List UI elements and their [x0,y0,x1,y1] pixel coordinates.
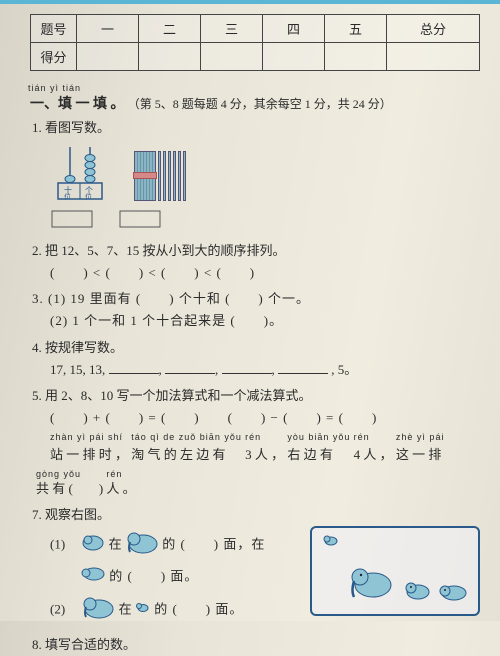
q6-t3: 3 人 ， [245,447,284,462]
q7-l3a: (2) [50,601,78,616]
box-large-elephant-icon [347,559,395,608]
sticks-icon [134,151,186,201]
section1-pinyin: tián yì tián [28,83,480,93]
q4-line[interactable]: 17, 15, 13, , , , , 5。 [50,359,480,381]
q7-picture-box [310,526,480,616]
q7-l1c[interactable]: 的 ( ) 面，在 [162,536,265,551]
q8: 8. 填写合适的数。 [32,634,480,656]
score-h2: 二 [139,15,201,43]
svg-text:位: 位 [64,192,71,201]
q4-a: 17, 15, 13, [50,362,105,377]
large-elephant-icon [125,528,159,563]
q3-b[interactable]: (2) 1 个一和 1 个十合起来是 ( )。 [50,310,480,332]
q8-label: 8. 填写合适的数。 [32,637,136,652]
stick-bundle [134,151,156,201]
q4-blank3[interactable] [222,360,272,374]
q6-p3: rén [245,433,284,442]
score-h0: 题号 [31,15,77,43]
q1-label: 1. 看图写数。 [32,120,110,135]
svg-text:位: 位 [85,192,92,201]
q2: 2. 把 12、5、7、15 按从小到大的顺序排列。 ( ) < ( ) < (… [32,240,480,284]
box-pig-icon [438,581,468,608]
q2-line[interactable]: ( ) < ( ) < ( ) < ( ) [50,262,480,284]
q6-p8: rén [106,470,135,479]
q7-label: 7. 观察右图。 [32,504,480,526]
section1-title: 一、填 一 填 。 [30,97,125,112]
q4-blank4[interactable] [278,360,328,374]
score-v2[interactable] [139,43,201,71]
q5-line[interactable]: ( ) + ( ) = ( ) ( ) − ( ) = ( ) [50,407,480,429]
single-stick-2 [163,151,166,201]
score-value-row: 得分 [31,43,480,71]
score-table: 题号 一 二 三 四 五 总分 得分 [30,14,480,71]
q7-l2a[interactable]: 的 ( ) 面。 [109,569,198,584]
large-elephant-icon-2 [81,593,115,628]
q6: zhàn yì pái shí 站 一 排 时 ， táo qì de zuǒ b… [32,433,480,500]
q3: 3. (1) 19 里面有 ( ) 个十和 ( ) 个一。 (2) 1 个一和 … [32,288,480,332]
q3-a[interactable]: 3. (1) 19 里面有 ( ) 个十和 ( ) 个一。 [32,288,480,310]
q1-answer-boxes [50,209,480,236]
q4-blank2[interactable] [165,360,215,374]
q6-t8: 人 。 [106,481,135,496]
section1-note: （第 5、8 题每题 4 分，其余每空 1 分，共 24 分） [128,97,392,111]
abacus-icon: 十 个 位 位 [56,143,104,201]
q5: 5. 用 2、8、10 写一个加法算式和一个减法算式。 ( ) + ( ) = … [32,385,480,429]
q6-p1: zhàn yì pái shí [50,433,128,442]
score-h4: 四 [263,15,325,43]
q7-l1a: (1) [50,536,78,551]
score-h3: 三 [201,15,263,43]
single-stick-4 [173,151,176,201]
score-h6: 总分 [387,15,480,43]
q6-p2: táo qì de zuǒ biān yǒu [131,433,242,442]
q7-l3c[interactable]: 的 ( ) 面。 [154,601,243,616]
box-bird-icon [322,532,340,555]
score-v3[interactable] [201,43,263,71]
single-stick-1 [158,151,161,201]
pig-icon [80,564,106,591]
score-v1[interactable] [77,43,139,71]
score-h5: 五 [325,15,387,43]
score-header-row: 题号 一 二 三 四 五 总分 [31,15,480,43]
q6-t6: 这 一 排 [396,447,442,462]
score-v4[interactable] [263,43,325,71]
q6-t1: 站 一 排 时 ， [50,447,128,462]
score-v5[interactable] [325,43,387,71]
score-h1: 一 [77,15,139,43]
q5-label: 5. 用 2、8、10 写一个加法算式和一个减法算式。 [32,385,480,407]
single-stick-6 [183,151,186,201]
bird-icon [135,598,151,623]
q4-label: 4. 按规律写数。 [32,337,480,359]
single-stick-3 [168,151,171,201]
q6-p4: yòu biān yǒu [287,433,350,442]
q6-t7[interactable]: 共 有 ( ) [36,481,103,496]
q6-t5: 4 人 ， [354,447,393,462]
q2-label: 2. 把 12、5、7、15 按从小到大的顺序排列。 [32,240,480,262]
q6-p7: gòng yǒu [36,470,103,479]
box-small-elephant-icon [403,577,431,608]
q7-l3b: 在 [119,601,132,616]
q6-t2: 淘 气 的 左 边 有 [131,447,225,462]
q6-t4: 右 边 有 [287,447,333,462]
q7-text: (1) 在 的 ( ) 面，在 的 ( ) 面。 (2) 在 的 ( ) 面。 [50,526,302,630]
section1-header: 一、填 一 填 。 （第 5、8 题每题 4 分，其余每空 1 分，共 24 分… [30,93,480,113]
q1-figures: 十 个 位 位 [56,143,480,201]
q4-b: , 5。 [331,362,357,377]
q6-p5: rén [354,433,393,442]
small-elephant-icon [81,531,105,560]
score-row-label: 得分 [31,43,77,71]
q1: 1. 看图写数。 十 个 位 位 [32,117,480,236]
q7-l1b: 在 [109,536,122,551]
q6-p6: zhè yì pái [396,433,445,442]
q7: 7. 观察右图。 (1) 在 的 ( ) 面，在 的 ( ) 面。 (2) 在 … [32,504,480,630]
single-stick-5 [178,151,181,201]
q4: 4. 按规律写数。 17, 15, 13, , , , , 5。 [32,337,480,381]
score-v6[interactable] [387,43,480,71]
q4-blank1[interactable] [109,360,159,374]
